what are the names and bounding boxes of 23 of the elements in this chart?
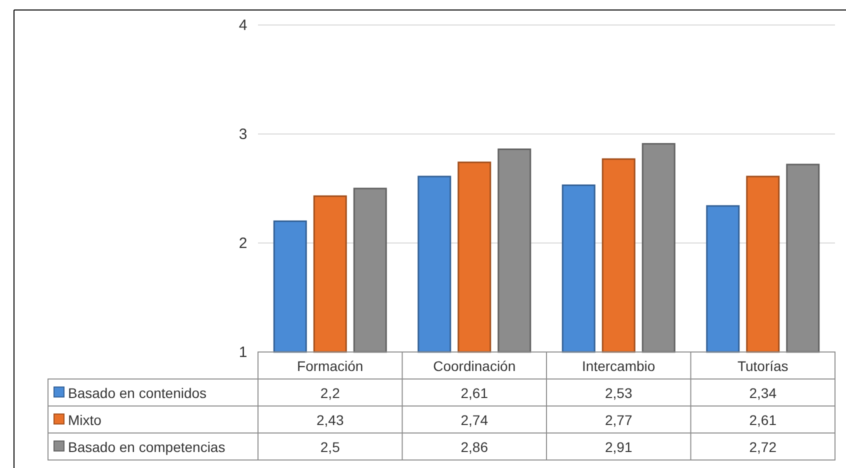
x-tick-label: Intercambio — [582, 358, 656, 374]
data-label: 2,61 — [749, 412, 777, 428]
y-tick-label: 1 — [238, 344, 248, 361]
x-tick-label: Coordinación — [433, 358, 516, 374]
data-label: 2,72 — [749, 439, 777, 455]
legend-label: Basado en competencias — [68, 439, 226, 455]
data-label: 2,5 — [320, 439, 340, 455]
y-tick-label: 3 — [238, 126, 248, 143]
data-label: 2,86 — [460, 439, 488, 455]
data-label: 2,2 — [320, 385, 340, 401]
data-label: 2,53 — [605, 385, 632, 401]
x-tick-label: Formación — [297, 358, 364, 374]
data-label: 2,91 — [605, 439, 632, 455]
data-label: 2,61 — [460, 385, 488, 401]
y-tick-label: 2 — [238, 235, 248, 252]
x-tick-label: Tutorías — [737, 358, 788, 374]
data-label: 2,74 — [460, 412, 488, 428]
legend-label: Basado en contenidos — [68, 385, 207, 401]
data-label: 2,34 — [749, 385, 777, 401]
y-tick-label: 4 — [238, 17, 248, 34]
data-label: 2,77 — [605, 412, 632, 428]
data-label: 2,43 — [316, 412, 344, 428]
legend-label: Mixto — [68, 412, 102, 428]
